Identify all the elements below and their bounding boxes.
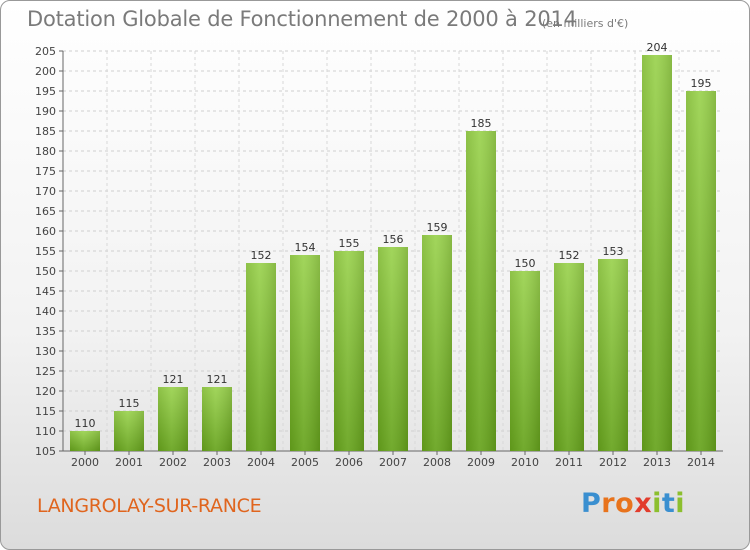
- value-label: 195: [691, 77, 712, 90]
- value-label: 156: [383, 233, 404, 246]
- value-label: 110: [75, 417, 96, 430]
- bar-shade-2012: [598, 259, 628, 451]
- proxiti-logo: Proxiti: [581, 488, 685, 519]
- bar-shade-2011: [554, 263, 584, 451]
- bar-shade-2001: [114, 411, 144, 451]
- logo-letter: i: [652, 488, 662, 519]
- value-label: 121: [163, 373, 184, 386]
- town-name: LANGROLAY-SUR-RANCE: [37, 495, 262, 517]
- value-label: 159: [427, 221, 448, 234]
- value-label: 152: [559, 249, 580, 262]
- y-tick-label: 160: [35, 225, 56, 238]
- bar-shade-2008: [422, 235, 452, 451]
- y-tick-label: 190: [35, 105, 56, 118]
- x-tick-label: 2011: [555, 456, 583, 469]
- y-tick-label: 195: [35, 85, 56, 98]
- y-tick-label: 115: [35, 405, 56, 418]
- x-tick-labels: 2000 2001 2002 2003 2004 2005 2006 2007 2008 2009…: [71, 456, 715, 469]
- logo-letter: i: [675, 488, 686, 519]
- bar-shade-2000: [70, 431, 100, 451]
- value-label: 152: [251, 249, 272, 262]
- bar-shade-2013: [642, 55, 672, 451]
- y-tick-label: 145: [35, 285, 56, 298]
- value-label: 153: [603, 245, 624, 258]
- y-tick-label: 120: [35, 385, 56, 398]
- y-tick-label: 140: [35, 305, 56, 318]
- value-label: 154: [295, 241, 316, 254]
- x-tick-label: 2008: [423, 456, 451, 469]
- y-tick-label: 110: [35, 425, 56, 438]
- value-label: 150: [515, 257, 536, 270]
- x-tick-label: 2001: [115, 456, 143, 469]
- bar-shade-2010: [510, 271, 540, 451]
- y-tick-label: 175: [35, 165, 56, 178]
- bar-shade-2003: [202, 387, 232, 451]
- value-label: 115: [119, 397, 140, 410]
- x-tick-label: 2014: [687, 456, 715, 469]
- bar-shade-2014: [686, 91, 716, 451]
- chart-unit: (en milliers d'€): [542, 17, 629, 30]
- bar-shade-2006: [334, 251, 364, 451]
- y-tick-label: 125: [35, 365, 56, 378]
- logo-letter: o: [615, 488, 635, 519]
- y-tick-label: 200: [35, 65, 56, 78]
- y-tick-label: 155: [35, 245, 56, 258]
- x-tick-label: 2005: [291, 456, 319, 469]
- x-tick-label: 2009: [467, 456, 495, 469]
- bar-shade-2007: [378, 247, 408, 451]
- logo-letter: P: [581, 488, 602, 519]
- bar-shade-2009: [466, 131, 496, 451]
- y-tick-label: 150: [35, 265, 56, 278]
- value-label: 185: [471, 117, 492, 130]
- chart-title: Dotation Globale de Fonctionnement de 20…: [27, 7, 577, 31]
- y-tick-label: 130: [35, 345, 56, 358]
- y-tick-label: 135: [35, 325, 56, 338]
- x-tick-label: 2013: [643, 456, 671, 469]
- x-tick-label: 2004: [247, 456, 275, 469]
- x-tick-label: 2006: [335, 456, 363, 469]
- bars: [70, 55, 716, 451]
- logo-letter: r: [601, 488, 616, 519]
- y-tick-label: 205: [35, 45, 56, 58]
- value-labels: 110 115 121 121 152 154 155 156 159 185 150 152 153 2…: [75, 41, 712, 430]
- x-tick-label: 2003: [203, 456, 231, 469]
- x-tick-label: 2000: [71, 456, 99, 469]
- value-label: 121: [207, 373, 228, 386]
- y-tick-label: 170: [35, 185, 56, 198]
- value-label: 155: [339, 237, 360, 250]
- value-label: 204: [647, 41, 668, 54]
- logo-letter: x: [634, 488, 653, 519]
- bar-shade-2004: [246, 263, 276, 451]
- y-tick-label: 185: [35, 125, 56, 138]
- x-tick-label: 2002: [159, 456, 187, 469]
- bar-shade-2002: [158, 387, 188, 451]
- y-tick-labels: 105 110 115 120 125 130 135 140 145 150 155 160 165 1…: [35, 45, 56, 458]
- x-tick-label: 2012: [599, 456, 627, 469]
- logo-letter: t: [661, 488, 676, 519]
- bar-shade-2005: [290, 255, 320, 451]
- y-tick-label: 165: [35, 205, 56, 218]
- x-tick-label: 2007: [379, 456, 407, 469]
- x-tick-label: 2010: [511, 456, 539, 469]
- y-tick-label: 180: [35, 145, 56, 158]
- y-tick-label: 105: [35, 445, 56, 458]
